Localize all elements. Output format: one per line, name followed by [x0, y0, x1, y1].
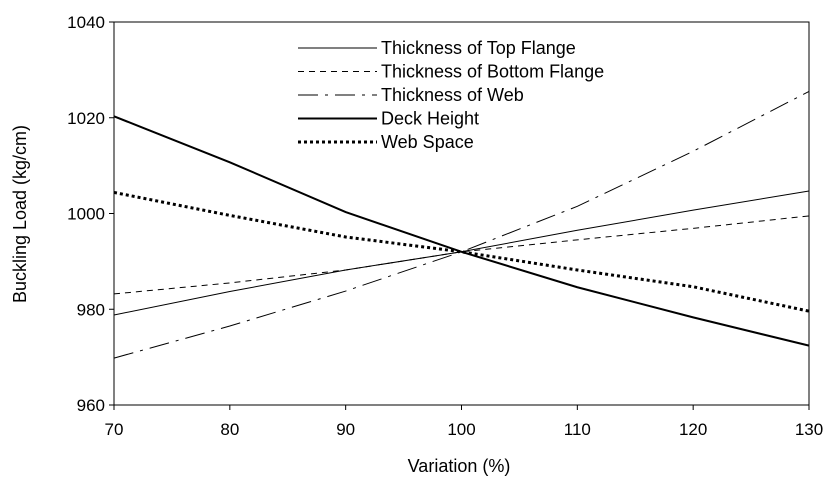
x-tick-label: 120	[679, 420, 707, 439]
legend-label-web-space: Web Space	[381, 132, 474, 152]
x-tick-label: 80	[220, 420, 239, 439]
series-line-thickness-of-bottom-flange	[113, 215, 810, 295]
x-tick-label: 90	[336, 420, 355, 439]
series-line-thickness-of-top-flange	[113, 190, 810, 316]
series-line-deck-height	[113, 115, 810, 347]
x-tick-label: 100	[447, 420, 475, 439]
x-tick-label: 70	[105, 420, 124, 439]
y-tick-label: 1000	[67, 205, 105, 224]
legend-label-deck-height: Deck Height	[381, 109, 479, 129]
legend-label-thickness-of-web: Thickness of Web	[381, 85, 524, 105]
legend-label-thickness-of-top-flange: Thickness of Top Flange	[381, 38, 576, 58]
x-axis-title: Variation (%)	[408, 456, 511, 476]
series-line-thickness-of-web	[113, 90, 810, 359]
y-tick-label: 1040	[67, 13, 105, 32]
x-tick-label: 130	[795, 420, 823, 439]
legend: Thickness of Top Flange Thickness of Bott…	[298, 38, 604, 152]
y-axis: 960 980 1000 1020 1040	[67, 13, 114, 415]
legend-label-thickness-of-bottom-flange: Thickness of Bottom Flange	[381, 62, 604, 82]
x-axis: 70 80 90 100 110 120 130	[105, 405, 823, 439]
y-tick-label: 980	[77, 300, 105, 319]
y-axis-title: Buckling Load (kg/cm)	[10, 125, 30, 303]
series-lines	[113, 90, 810, 359]
y-tick-label: 1020	[67, 109, 105, 128]
y-tick-label: 960	[77, 396, 105, 415]
x-tick-label: 110	[564, 420, 591, 439]
